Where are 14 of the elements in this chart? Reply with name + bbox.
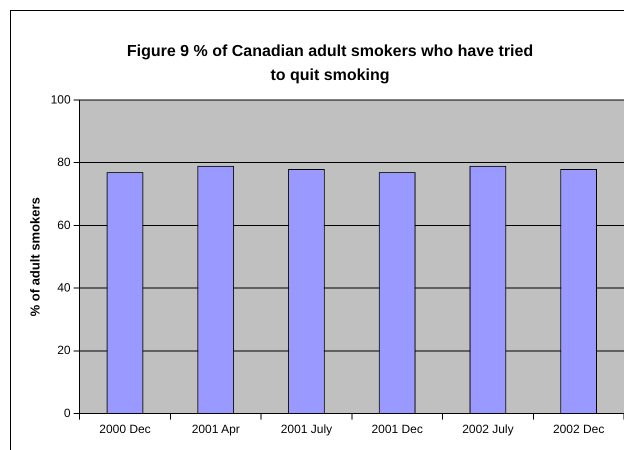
x-tick-label: 2002 Dec: [552, 422, 604, 436]
y-axis-title: % of adult smokers: [27, 197, 42, 316]
x-tick-label: 2000 Dec: [99, 422, 151, 436]
x-tick-label: 2001 Dec: [371, 422, 423, 436]
x-tick-label: 2001 July: [280, 422, 332, 436]
x-tick-label: 2002 July: [462, 422, 514, 436]
chart-title: Figure 9 % of Canadian adult smokers who have tried to quit smoking: [126, 42, 534, 86]
y-tick-label: 60: [57, 218, 71, 232]
y-tick-label: 20: [57, 343, 71, 358]
y-tick-label: 100: [50, 92, 71, 106]
y-tick-label: 0: [64, 406, 71, 420]
y-tick-label: 80: [57, 155, 71, 170]
y-tick-label: 40: [57, 280, 71, 294]
x-tick-label: 2001 Apr: [192, 422, 240, 436]
